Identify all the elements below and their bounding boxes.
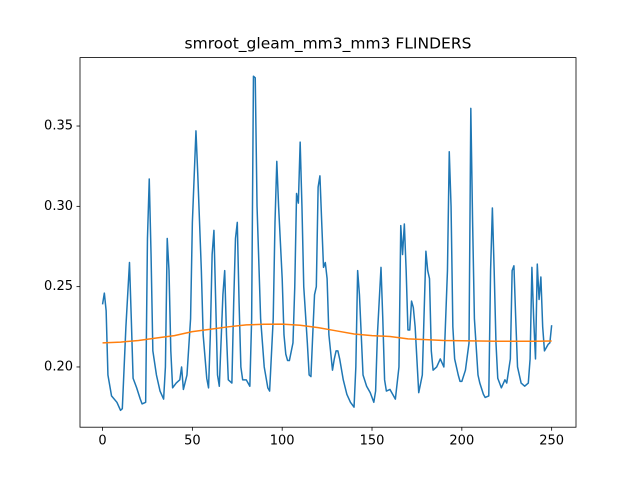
y-tick-label: 0.35 [44,119,73,134]
chart-title: smroot_gleam_mm3_mm3 FLINDERS [185,35,472,54]
x-tick-label: 250 [539,434,564,449]
x-tick-label: 100 [270,434,295,449]
plot-frame [79,57,577,428]
data-line [101,75,553,412]
x-tick-label: 200 [449,434,474,449]
y-tick-label: 0.30 [44,199,73,214]
y-tick-label: 0.20 [44,359,73,374]
data-line [102,323,552,344]
y-tick-label: 0.25 [44,279,73,294]
x-tick-label: 150 [360,434,385,449]
x-tick-label: 0 [98,434,106,449]
x-tick-label: 50 [184,434,201,449]
